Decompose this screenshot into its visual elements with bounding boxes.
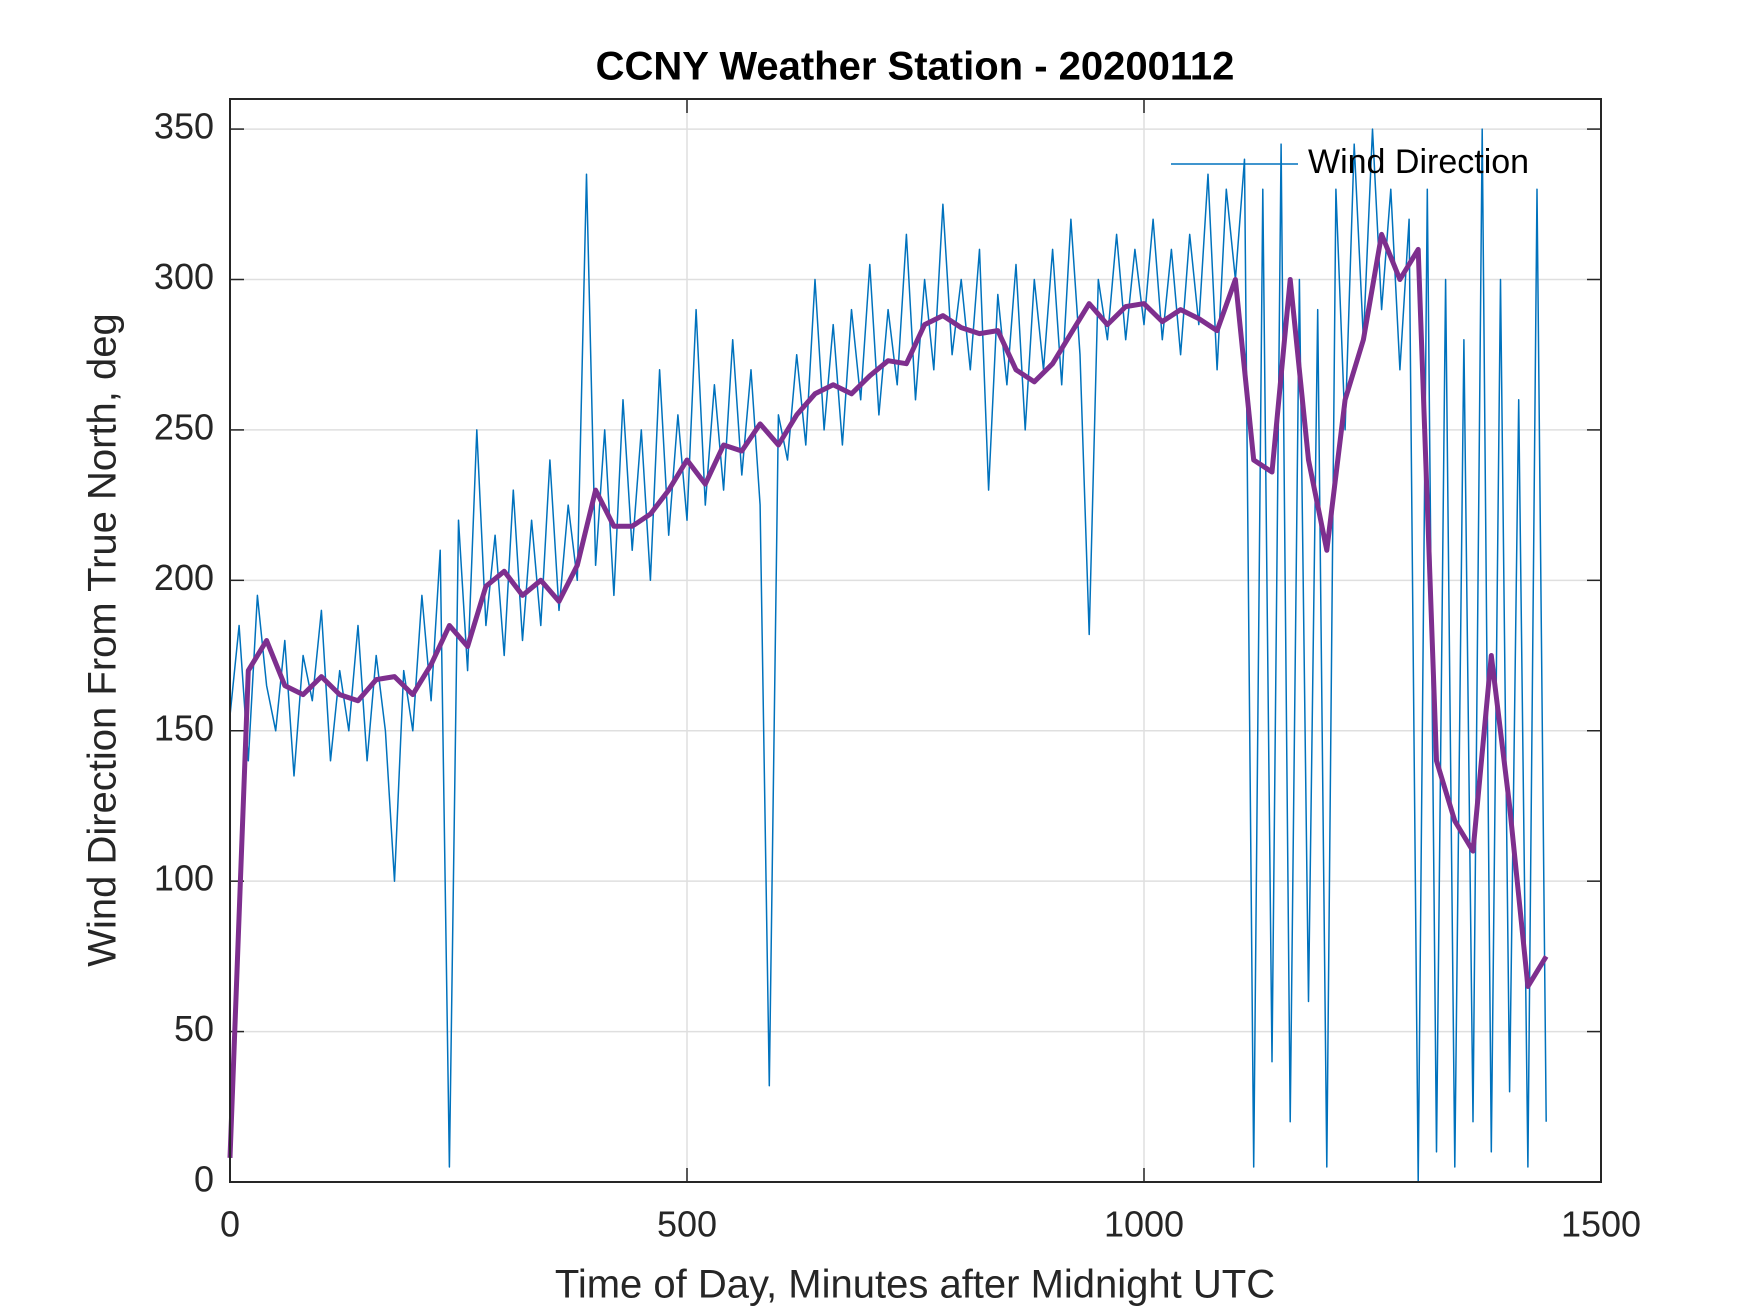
axes-frame bbox=[229, 98, 1602, 1183]
y-tick-label: 200 bbox=[154, 557, 214, 598]
y-tick-label: 50 bbox=[174, 1008, 214, 1049]
y-tick-label: 300 bbox=[154, 256, 214, 297]
data-line bbox=[227, 231, 1549, 1158]
x-tick-label: 1500 bbox=[1561, 1204, 1641, 1245]
y-tick-label: 350 bbox=[154, 106, 214, 147]
data-line bbox=[229, 128, 1547, 1183]
y-tick-label: 250 bbox=[154, 406, 214, 447]
x-axis-label: Time of Day, Minutes after Midnight UTC bbox=[555, 1263, 1275, 1307]
legend-label: Wind Direction bbox=[1308, 143, 1529, 181]
chart-title: CCNY Weather Station - 20200112 bbox=[596, 45, 1235, 89]
y-tick-label: 100 bbox=[154, 858, 214, 899]
x-tick-label: 0 bbox=[220, 1204, 240, 1245]
y-tick-label: 150 bbox=[154, 707, 214, 748]
x-tick-label: 1000 bbox=[1104, 1204, 1184, 1245]
x-tick-label: 500 bbox=[657, 1204, 717, 1245]
y-tick-label: 0 bbox=[194, 1159, 214, 1200]
y-axis-label: Wind Direction From True North, deg bbox=[81, 313, 125, 967]
